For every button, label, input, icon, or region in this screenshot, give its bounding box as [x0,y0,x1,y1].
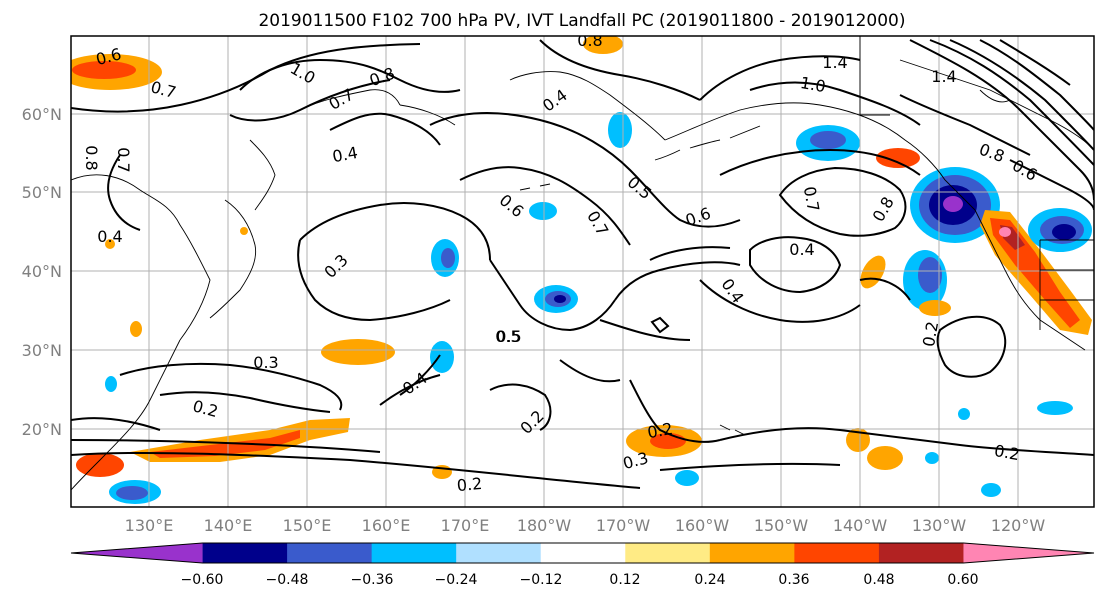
colorbar-outline [70,542,1095,564]
fill-patch-negative [1052,224,1076,240]
x-tick-label: 160°E [362,516,411,535]
colorbar-tick-label: −0.36 [351,572,394,588]
contour-label: 0.2 [456,474,483,495]
colorbar-tick-label: −0.12 [520,572,563,588]
fill-patch-positive [76,453,124,477]
colorbar-segment [963,543,1094,563]
colorbar-segment [202,543,288,563]
contour-label: 0.4 [789,240,814,259]
fill-patch-negative [943,196,963,212]
x-tick-label: 130°E [125,516,174,535]
contour-label: 0.5 [496,327,521,346]
fill-patch-negative [810,131,846,149]
contour-label: 1.4 [822,53,847,72]
colorbar-tick-label: −0.48 [266,572,309,588]
colorbar-tick-label: 0.36 [778,572,809,588]
fill-patch-positive [240,227,248,235]
colorbar-tick-label: 0.12 [609,572,640,588]
fill-patch-negative [430,341,454,373]
colorbar-tick-label: 0.48 [863,572,894,588]
y-tick-labels: 20°N 30°N 40°N 50°N 60°N [22,105,62,439]
figure-title: 2019011500 F102 700 hPa PV, IVT Landfall… [258,11,905,31]
x-tick-label: 180°W [517,516,572,535]
x-tick-label: 140°W [833,516,888,535]
colorbar-segments [70,542,1095,564]
x-tick-label: 140°E [204,516,253,535]
contour-label: 0.2 [646,419,674,442]
pv-contours [71,39,1094,489]
fill-patch-positive [321,339,395,365]
fill-patch-positive [72,61,136,79]
contour-label: 0.7 [800,185,823,213]
colorbar-segment [287,543,373,563]
colorbar-tick-labels: −0.60 −0.48 −0.36 −0.24 −0.12 0.12 0.24 … [181,572,979,588]
fill-patch-negative [529,202,557,220]
colorbar-segment [794,543,880,563]
contour-label: 0.4 [331,143,359,166]
fill-patch-positive [583,36,623,54]
contour-label: 0.5 [495,327,520,346]
colorbar-segment [540,543,626,563]
colorbar-segment [625,543,711,563]
fill-patch-negative [116,486,148,500]
map-frame [70,35,1095,508]
contour-label: 0.7 [114,147,133,172]
fill-patch-negative [981,483,1001,497]
x-tick-label: 170°E [441,516,490,535]
x-tick-label: 150°E [283,516,332,535]
anomaly-fills [71,36,1092,504]
fill-patch-negative [958,408,970,420]
contour-label: 0.2 [993,441,1021,464]
colorbar-segment [709,543,795,563]
fill-patch-negative [675,470,699,486]
x-tick-labels: 130°E 140°E 150°E 160°E 170°E 180°W 170°… [125,516,1046,535]
contour-label: 1.4 [931,67,956,86]
colorbar-tick-label: 0.60 [947,572,978,588]
contour-label: 0.4 [97,227,122,246]
coastlines [71,36,1094,491]
y-tick-label: 20°N [22,420,62,439]
x-tick-label: 130°W [912,516,967,535]
fill-patch-positive [105,239,115,249]
fill-patch-positive [867,446,903,470]
fill-patch-negative [441,248,455,268]
colorbar: −0.60 −0.48 −0.36 −0.24 −0.12 0.12 0.24 … [70,542,1095,588]
contour-label: 0.3 [253,353,278,372]
y-tick-label: 60°N [22,105,62,124]
fill-patch-negative [554,295,566,303]
colorbar-segment [878,543,964,563]
x-tick-label: 150°W [754,516,809,535]
colorbar-segment [371,543,457,563]
fill-patch-negative [608,112,632,148]
y-tick-label: 40°N [22,262,62,281]
colorbar-segment [456,543,542,563]
fill-patch-positive [876,148,920,168]
colorbar-segment [71,543,203,563]
map-panel: 0.6 0.7 1.0 0.8 0.7 0.4 0.8 1.4 1.0 1.4 … [71,31,1094,507]
x-tick-label: 120°W [991,516,1046,535]
contour-label: 0.8 [82,145,101,170]
fill-patch-positive [919,300,951,316]
fill-patch-positive [999,227,1011,237]
fill-patch-negative [105,376,117,392]
fill-patch-negative [918,257,942,293]
colorbar-tick-label: −0.60 [181,572,224,588]
x-tick-label: 160°W [675,516,730,535]
y-tick-label: 30°N [22,341,62,360]
x-tick-label: 170°W [596,516,651,535]
colorbar-tick-label: 0.24 [694,572,725,588]
fill-patch-negative [130,321,142,337]
contour-label: 0.8 [577,31,602,50]
colorbar-tick-label: −0.24 [435,572,478,588]
fill-patch-positive [150,430,300,458]
fill-patch-negative [925,452,939,464]
fill-patch-negative [1037,401,1073,415]
y-tick-label: 50°N [22,183,62,202]
contour-label: 0.2 [919,320,942,348]
contour-label: 1.0 [799,73,827,96]
